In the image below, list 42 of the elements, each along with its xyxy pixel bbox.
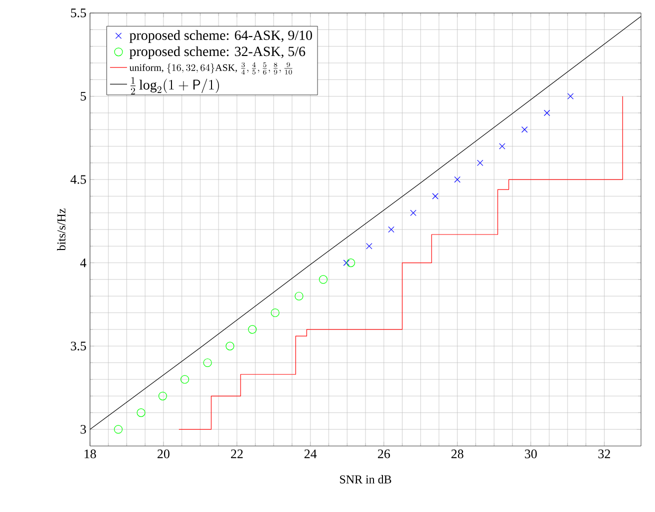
point	[158, 392, 168, 400]
legend-label: $\text{proposed scheme: 64-ASK, 9/10}$	[130, 30, 312, 43]
point	[346, 258, 356, 268]
point	[544, 110, 550, 116]
point	[499, 143, 506, 150]
x-tick-label: 26	[378, 450, 390, 458]
point	[410, 210, 416, 216]
point	[521, 126, 528, 133]
x-tick-label: 28	[451, 450, 464, 458]
x-tick-label: 30	[524, 450, 537, 458]
y-tick-label: 3	[80, 424, 86, 434]
point	[114, 425, 123, 434]
y-tick-label: 5.5	[71, 8, 86, 18]
point	[226, 342, 234, 350]
y-tick-label: 5	[80, 92, 86, 101]
y-tick-label: 4.5	[70, 175, 86, 184]
point	[180, 375, 190, 384]
point	[343, 260, 350, 266]
point	[432, 193, 438, 200]
point	[270, 308, 280, 318]
y-tick-label: 4	[80, 258, 86, 268]
point	[476, 160, 484, 166]
point	[366, 243, 372, 250]
legend-label: $\text{uniform, }\{16, 32, 64\}\text{ASK, }\frac{3}{4}, \frac{4}{5}, \frac{5}{6}, \frac{8}{9}, \frac{9}{10}$	[129, 62, 292, 74]
point	[294, 292, 304, 300]
point	[454, 176, 460, 183]
point	[388, 226, 394, 233]
y-tick-label: 3.5	[70, 342, 86, 350]
point	[136, 408, 146, 417]
legend-label: $\frac{1}{2}\log_2(1+\mathsf{P}/1)$	[130, 77, 219, 94]
point	[203, 358, 212, 368]
x-tick-label: 18	[84, 450, 96, 458]
x-tick-label: 24	[304, 450, 317, 458]
x-tick-label: 32	[598, 450, 610, 458]
x-tick-label: 22	[231, 450, 243, 458]
x-axis-title: SNR in dB	[340, 475, 392, 484]
y-axis-title: bits/s/Hz	[57, 208, 66, 251]
legend-label: $\text{proposed scheme: 32-ASK, 5/6}$	[130, 46, 306, 59]
point	[248, 325, 257, 334]
point	[567, 93, 574, 100]
x-tick-label: 20	[158, 450, 170, 458]
point	[318, 275, 328, 284]
